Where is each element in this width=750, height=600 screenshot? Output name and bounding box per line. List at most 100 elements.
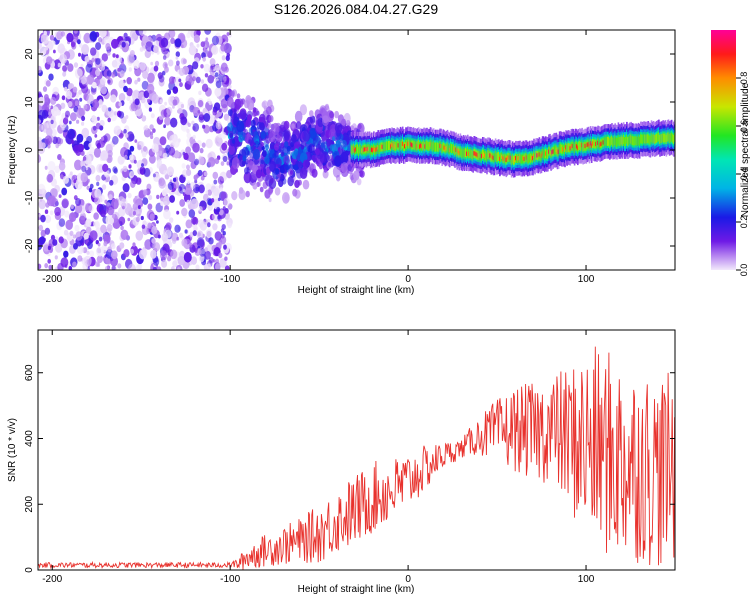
spectrogram-cell [205,190,209,195]
spectrogram-cell [474,151,477,156]
spectrogram-cell [366,146,369,152]
spectrogram-cell [627,137,629,147]
spectrogram-cell [160,250,168,261]
spectrogram-cell [554,145,557,155]
spectrogram-cell [38,155,41,161]
spectrogram-cell [187,122,191,127]
spectrogram-cell [213,179,218,185]
spectrogram-cell [75,198,82,206]
spectrogram-cell [76,107,85,119]
spectrogram-cell [198,219,204,228]
spectrogram-cell [178,78,182,83]
spectrogram-cell [95,42,102,51]
spectrogram-cell [202,124,206,129]
spectrogram-cell [61,187,68,196]
spectrogram-cell [444,146,447,152]
spectrogram-cell [49,34,55,41]
colorbar: 0.0 0.2 0.4 0.6 0.8 Normalized spectral ampl… [711,30,750,276]
snr-axes: -200 -100 0 100 0 200 400 600 [24,330,675,585]
spectrogram-cell [299,104,307,116]
spectrogram-cell [215,121,222,130]
spectrogram-cell [69,171,73,176]
spectrogram-cell [157,266,162,270]
snr-ytick-label: 0 [24,567,35,573]
spectrogram-cell [430,140,433,150]
spectrogram-cell [284,194,290,203]
spectrogram-cell [138,95,143,101]
spectrogram-cell [187,30,191,35]
spectrogram-cell [557,149,560,154]
spectrogram-cell [153,257,160,266]
spectrogram-cell [426,140,429,150]
spectrogram-cell [175,56,179,60]
spectrogram-cell [144,49,151,59]
spectrogram-cell [44,263,49,269]
spectrogram-cell [68,212,77,223]
spectrogram-cell [181,238,188,247]
spectrogram-cell [84,55,90,63]
spectrogram-cell [524,153,527,163]
spectrogram-cell [176,236,180,241]
spectrogram-cell [381,144,384,149]
spectrogram-cell [61,198,69,209]
spectrogram-cell [186,132,191,139]
spectrogram-cell [107,246,112,253]
spectrogram-cell [103,241,108,247]
spectrogram-cell [118,79,125,89]
spectrogram-cell [176,210,180,215]
spectrogram-cell [414,140,417,150]
spectrogram-cell [58,218,66,227]
spectrogram-cell [81,44,90,55]
spectrogram-cell [432,141,435,151]
spectrogram-cell [79,97,83,102]
spectrogram-cell [672,133,674,143]
spectrogram-cell [635,136,638,146]
spectrogram-cell [369,146,372,156]
spectrogram-cell [174,224,181,233]
spectrogram-cell [624,137,626,147]
spectrogram-cell [162,55,167,60]
spectrogram-cell [135,230,144,241]
spectrogram-cell [101,53,109,62]
spectrogram-cell [109,179,114,186]
spectrogram-cell [61,126,65,131]
spectrogram-cell [54,165,60,173]
spectrogram-cell [185,146,192,155]
spectrogram-cell [198,90,202,96]
spectrogram-cell [147,98,151,103]
spectrogram-cell [274,155,281,165]
spectrogram-cell [558,144,561,154]
spectrogram-cell [143,167,151,177]
spectrogram-cell [164,101,168,106]
spectrogram-cell [65,90,73,100]
spectrogram-cell [215,263,221,270]
spectrogram-cell [198,206,203,212]
spectrogram-cell [190,216,197,225]
spectrogram-cell [64,210,70,218]
spectrogram-cell [403,141,405,151]
spectrogram-cell [492,155,495,161]
spectrogram-cell [509,155,512,160]
spectrogram-cell [269,161,277,172]
spectrogram-cell [642,134,644,144]
spectrogram-cell [179,199,186,207]
spectrogram-cell [617,135,620,145]
spectrogram-cell [619,136,622,146]
spectrogram-cell [153,45,159,54]
spectrogram-cell [396,140,399,150]
spectrogram-cell [302,179,310,190]
spectrogram-cell [170,37,176,44]
spectrogram-cell [340,151,349,164]
spectrogram-cell [38,224,44,231]
spectrogram-cell [483,152,485,157]
spectrogram-cell [477,150,480,160]
spectrogram-cell [596,140,598,150]
spectrogram-cell [329,154,334,162]
spectrogram-cell [60,174,64,180]
spectrogram-cell [217,176,224,185]
spectrogram-cell [90,47,97,56]
spectrogram-cell [78,89,82,95]
spectrogram-cell [476,153,479,158]
spectrogram-cell [552,149,555,154]
spectrogram-cell [113,111,117,116]
